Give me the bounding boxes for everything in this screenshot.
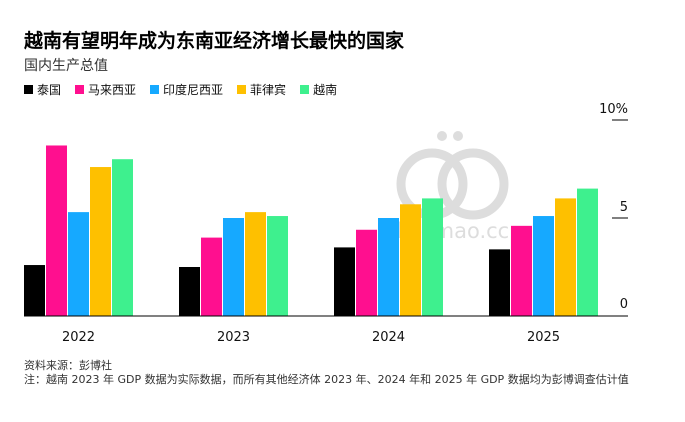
x-tick-label: 2024 xyxy=(372,330,405,345)
legend-item: 越南 xyxy=(300,81,337,98)
bar-2024-0 xyxy=(334,247,355,316)
bar-2023-1 xyxy=(201,237,222,316)
bar-2025-0 xyxy=(489,249,510,316)
legend-swatch xyxy=(237,85,247,94)
bar-2022-1 xyxy=(46,145,67,316)
legend-swatch xyxy=(150,85,160,94)
legend: 泰国 马来西亚 印度尼西亚 菲律宾 越南 xyxy=(24,81,337,98)
bar-2022-2 xyxy=(68,212,89,316)
legend-label: 印度尼西亚 xyxy=(163,83,224,97)
y-tick-label: 5 xyxy=(620,200,628,215)
x-tick-label: 2023 xyxy=(217,330,250,345)
legend-swatch xyxy=(300,85,310,94)
legend-item: 泰国 xyxy=(24,81,61,98)
footnote: 注：越南 2023 年 GDP 数据为实际数据，而所有其他经济体 2023 年、… xyxy=(24,373,629,386)
bar-2022-4 xyxy=(112,159,133,316)
watermark-logo-right xyxy=(437,148,509,220)
bar-2023-2 xyxy=(223,218,244,316)
source-note: 资料来源：彭博社 xyxy=(24,359,112,372)
y-tick-label: 10% xyxy=(599,102,628,117)
watermark-dot-right xyxy=(453,131,463,141)
y-tick-label: 0 xyxy=(620,297,628,312)
bar-2024-1 xyxy=(356,229,377,316)
bar-2025-3 xyxy=(555,198,576,316)
legend-swatch xyxy=(75,85,85,94)
bar-2023-3 xyxy=(245,212,266,316)
bar-2024-2 xyxy=(378,218,399,316)
legend-label: 泰国 xyxy=(37,83,62,97)
legend-label: 马来西亚 xyxy=(88,83,137,97)
bar-2022-0 xyxy=(24,265,45,316)
x-tick-label: 2022 xyxy=(62,330,95,345)
legend-item: 马来西亚 xyxy=(75,81,136,98)
bar-2023-4 xyxy=(267,216,288,316)
legend-swatch xyxy=(24,85,33,94)
bar-2024-4 xyxy=(422,198,443,316)
bar-2025-2 xyxy=(533,216,554,316)
x-axis-labels: 2022 2023 2024 2025 xyxy=(62,330,560,345)
watermark-dot-left xyxy=(437,131,447,141)
legend-label: 越南 xyxy=(313,83,338,97)
bar-2025-1 xyxy=(511,225,532,316)
chart-title: 越南有望明年成为东南亚经济增长最快的国家 xyxy=(24,30,405,52)
bar-2025-4 xyxy=(577,188,598,316)
bars-group xyxy=(24,145,598,316)
bar-2023-0 xyxy=(179,267,200,316)
y-axis: 0 5 10% xyxy=(599,102,628,312)
x-tick-label: 2025 xyxy=(527,330,560,345)
legend-item: 菲律宾 xyxy=(237,81,286,98)
bar-2024-3 xyxy=(400,204,421,316)
legend-label: 菲律宾 xyxy=(250,83,287,97)
chart-subtitle: 国内生产总值 xyxy=(24,58,108,74)
bar-2022-3 xyxy=(90,167,111,316)
legend-item: 印度尼西亚 xyxy=(150,81,223,98)
